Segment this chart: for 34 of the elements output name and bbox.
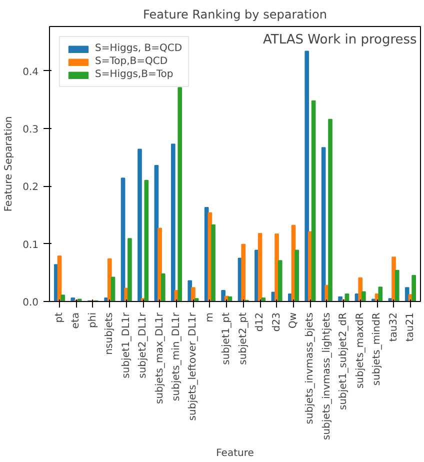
legend-label: S=Higgs, B=QCD: [95, 43, 182, 54]
y-tick-label: 0.1: [22, 240, 39, 251]
x-tick-label: subjets_invmass_bjets: [304, 312, 316, 424]
x-tick-label: Qw: [288, 312, 299, 329]
legend-label: S=Higgs,B=Top: [95, 69, 174, 80]
x-tick-label: subjet2_DL1r: [138, 312, 149, 378]
x-tick-label: phi: [87, 312, 98, 328]
x-tick-label: subjet1_DL1r: [120, 312, 132, 378]
x-tick-label: m: [204, 312, 216, 322]
y-axis-title: Feature Separation: [4, 116, 15, 212]
x-tick-label: eta: [70, 312, 82, 329]
x-tick-label: subjet2_pt: [238, 312, 249, 365]
y-tick-label: 0.0: [22, 298, 39, 308]
chart-title: Feature Ranking by separation: [143, 8, 327, 22]
y-tick-label: 0.2: [22, 182, 39, 194]
x-tick-label: tau21: [404, 312, 416, 342]
y-tick-label: 0.3: [22, 124, 39, 136]
x-tick-label: d12: [254, 312, 266, 332]
x-tick-label: subjets_leftover_DL1r: [188, 312, 199, 421]
x-tick-label: subjets_min_DL1r: [171, 312, 182, 402]
x-tick-label: pt: [54, 312, 66, 323]
x-tick-label: subjets_maxdR: [354, 312, 366, 389]
annotation: ATLAS Work in progress: [263, 32, 418, 48]
x-tick-label: tau32: [388, 312, 400, 342]
y-tick-label: 0.4: [22, 66, 39, 78]
x-tick-label: subjets_max_DL1r: [154, 312, 166, 404]
x-axis-title: Feature: [216, 448, 254, 460]
x-tick-label: nsubjets: [104, 312, 116, 355]
x-tick-label: subjets_mindR: [372, 312, 383, 386]
x-tick-label: subjet1_pt: [221, 312, 232, 365]
x-tick-label: subjets_invmass_lightjets: [321, 312, 332, 440]
x-tick-label: d23: [271, 312, 282, 332]
x-tick-label: subjet1_subjet2_dR: [338, 312, 350, 410]
legend-label: S=Top,B=QCD: [95, 56, 168, 67]
